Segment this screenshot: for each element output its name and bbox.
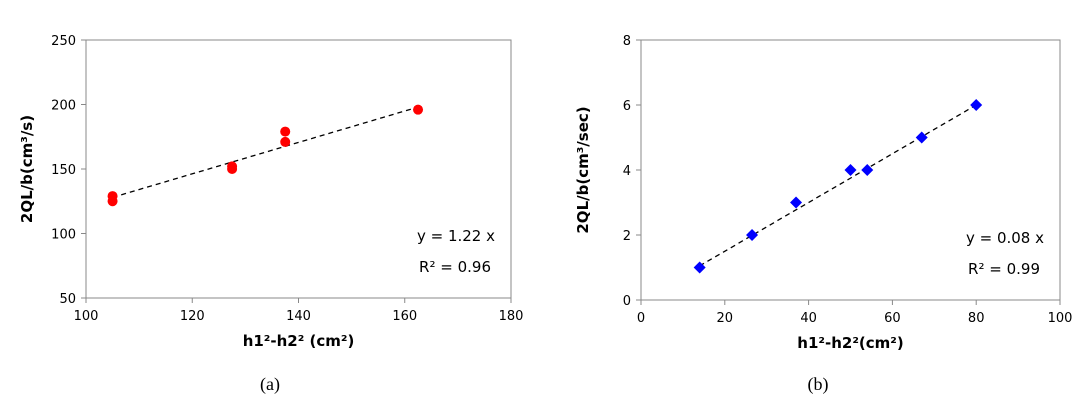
chart-a-y-tick-label: 150 [51, 163, 76, 178]
chart-b-trendline [699, 104, 977, 267]
chart-b-data-point [970, 99, 983, 111]
chart-a-equation: y = 1.22 x [417, 227, 495, 245]
chart-b-data-point [693, 261, 706, 274]
chart-b-y-tick-label: 0 [623, 294, 631, 309]
chart-a-y-tick-label: 200 [51, 99, 76, 114]
chart-a-x-tick-label: 140 [286, 309, 311, 324]
chart-a-r-squared: R² = 0.96 [419, 258, 491, 276]
chart-a-y-axis-label: 2QL/b(cm³/s) [18, 115, 36, 223]
chart-b-y-tick-label: 6 [623, 99, 631, 114]
chart-b-data-point [746, 229, 759, 241]
chart-b-y-tick-label: 2 [623, 229, 631, 244]
chart-a-data-point [227, 164, 238, 174]
chart-b-r-squared: R² = 0.99 [968, 260, 1040, 278]
chart-a-x-tick-label: 120 [180, 309, 205, 324]
chart-b-x-tick-label: 100 [1048, 311, 1073, 326]
chart-b-data-point [861, 164, 874, 176]
chart-b-data-point [844, 164, 857, 176]
chart-a-x-tick-label: 100 [74, 309, 99, 324]
chart-b-x-tick-label: 40 [800, 311, 817, 326]
chart-b-x-axis-label: h1²-h2²(cm²) [797, 334, 903, 352]
chart-b-x-tick-label: 60 [884, 311, 901, 326]
chart-a-data-point [413, 104, 424, 115]
chart-a-x-tick-label: 160 [392, 309, 417, 324]
chart-b-y-axis-label: 2QL/b(cm³/sec) [574, 106, 592, 233]
chart-a-y-tick-label: 50 [59, 292, 76, 307]
chart-b-caption: (b) [808, 374, 829, 395]
chart-b-equation: y = 0.08 x [966, 229, 1044, 247]
chart-a-data-point [107, 196, 118, 207]
chart-a-data-point [280, 126, 291, 137]
chart-b-y-tick-label: 4 [623, 164, 631, 179]
chart-a-y-tick-label: 250 [51, 34, 76, 49]
chart-a-caption: (a) [260, 374, 280, 395]
chart-a-data-point [280, 136, 291, 147]
chart-a-x-axis-label: h1²-h2² (cm²) [243, 332, 355, 350]
chart-b-data-point [915, 131, 928, 144]
chart-b-x-tick-label: 0 [637, 311, 645, 326]
chart-a-trendline [112, 106, 419, 199]
chart-a-x-tick-label: 180 [499, 309, 524, 324]
chart-b-data-point [790, 196, 803, 209]
chart-b-x-tick-label: 80 [968, 311, 985, 326]
chart-a-y-tick-label: 100 [51, 228, 76, 243]
chart-b-x-tick-label: 20 [717, 311, 734, 326]
chart-b-y-tick-label: 8 [623, 34, 631, 49]
